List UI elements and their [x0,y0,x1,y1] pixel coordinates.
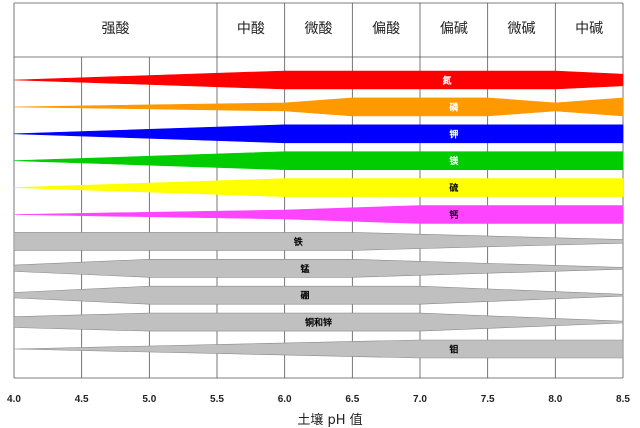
nutrient-shape-7 [13,258,624,278]
nutrient-band-1: 磷 [13,97,624,117]
nutrient-band-6: 铁 [13,232,624,251]
nutrient-label-0: 氮 [443,75,452,87]
nutrient-label-3: 镁 [449,155,459,167]
nutrient-shape-3 [13,151,624,170]
x-axis: 4.0 4.5 5.0 5.5 6.0 6.5 7.0 7.5 8.0 8.5 [7,394,630,405]
header-category-0: 强酸 [102,21,130,37]
x-tick-label-2: 5.0 [142,394,156,405]
x-axis-label: 土壤 pH 值 [297,412,362,428]
nutrient-label-10: 钼 [449,344,458,356]
x-tick-label-1: 4.5 [75,394,89,405]
nutrient-shape-8 [13,285,624,305]
x-tick-label-7: 7.5 [481,394,495,405]
nutrient-label-4: 硫 [449,182,458,194]
nutrient-label-1: 磷 [449,101,459,113]
header-category-2: 微酸 [305,21,333,37]
nutrient-shape-9 [13,312,624,332]
nutrient-shape-2 [13,124,624,144]
nutrient-shape-0 [13,70,624,90]
nutrient-band-5: 钙 [13,205,624,224]
nutrient-band-3: 镁 [13,151,624,170]
nutrient-band-9: 铜和锌 [13,312,624,332]
x-tick-label-9: 8.5 [616,394,630,405]
header-category-4: 偏碱 [440,21,468,37]
x-tick-label-4: 6.0 [278,394,292,405]
x-tick-label-0: 4.0 [7,394,21,405]
nutrient-label-6: 铁 [294,236,303,248]
nutrient-band-2: 钾 [13,124,624,144]
nutrient-label-9: 铜和锌 [305,317,332,329]
header-category-1: 中酸 [237,21,265,37]
header-category-5: 微碱 [508,21,536,37]
nutrient-shape-6 [13,232,624,251]
nutrient-label-7: 锰 [300,263,309,275]
header-category-6: 中碱 [575,21,603,37]
nutrient-shape-5 [13,205,624,224]
nutrient-shape-10 [13,339,624,359]
nutrient-band-8: 硼 [13,285,624,305]
nutrient-shape-4 [13,178,624,197]
nutrient-label-2: 钾 [449,128,458,140]
header-category-3: 偏酸 [372,21,400,37]
nutrient-band-7: 锰 [13,258,624,278]
nutrient-label-5: 钙 [449,209,458,221]
x-tick-label-8: 8.0 [548,394,562,405]
x-tick-label-6: 7.0 [413,394,427,405]
nutrient-label-8: 硼 [299,291,309,302]
nutrient-band-10: 钼 [13,339,624,359]
x-tick-label-3: 5.5 [210,394,224,405]
nutrient-band-0: 氮 [13,70,624,90]
x-tick-label-5: 6.5 [345,394,359,405]
nutrient-band-4: 硫 [13,178,624,197]
nutrient-shape-1 [13,97,624,117]
ph-category-header: 强酸 中酸 微酸 偏酸 偏碱 微碱 中碱 [102,21,604,37]
